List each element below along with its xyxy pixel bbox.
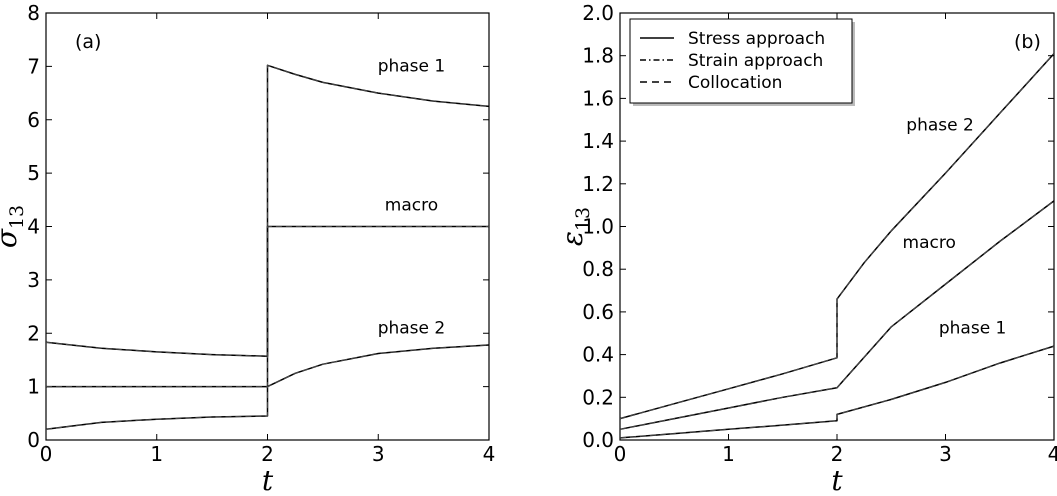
annotation-phase-1: phase 1 (939, 318, 1007, 338)
y-tick-label: 1.6 (582, 86, 614, 110)
x-tick-label: 4 (1048, 442, 1057, 466)
x-tick-label: 1 (150, 442, 163, 466)
series-line-3 (619, 345, 1055, 439)
y-tick-label: 0.6 (582, 300, 614, 324)
y-tick-label: 3 (27, 268, 40, 292)
legend-label: Stress approach (688, 29, 825, 49)
series-overlay-2 (619, 200, 1055, 430)
panel-b: 0 1 2 3 4 0.0 0.2 0.4 0.6 0.8 1.0 1.2 1.4 1.6 1.8 2.0 t ε… (556, 1, 1057, 496)
series-overlay-1 (619, 53, 1055, 419)
x-axis-title: t (831, 464, 843, 496)
y-tick-label: 2 (27, 321, 40, 345)
annotation-macro: macro (903, 233, 956, 253)
y-axis-title: σ13 (0, 205, 28, 248)
y-tick-label: 2.0 (582, 1, 614, 25)
y-axis-title: ε13 (556, 207, 594, 246)
y-tick-label: 0.8 (582, 257, 614, 281)
x-tick-label: 2 (831, 442, 844, 466)
y-tick-label: 7 (27, 54, 40, 78)
y-tick-label: 1.2 (582, 172, 614, 196)
y-tick-label: 1.0 (582, 215, 614, 239)
y-tick-label: 1.4 (582, 129, 614, 153)
y-tick-label: 6 (27, 108, 40, 132)
legend-label: Collocation (688, 73, 782, 93)
annotation-macro: macro (385, 195, 438, 215)
x-tick-label: 0 (614, 442, 627, 466)
legend-label: Strain approach (688, 51, 823, 71)
y-tick-label: 0.0 (582, 428, 614, 452)
panel-a: 0 1 2 3 4 0 1 2 3 4 5 6 7 8 t σ13 phase 1 macro phase 2 (a) (0, 1, 495, 496)
panel-tag: (a) (75, 31, 101, 53)
y-tick-label: 1 (27, 375, 40, 399)
annotation-phase-2: phase 2 (906, 115, 974, 135)
panel-tag: (b) (1014, 31, 1041, 53)
annotation-phase-2: phase 2 (378, 318, 446, 338)
y-tick-label: 0 (27, 428, 40, 452)
y-tick-label: 8 (27, 1, 40, 25)
series-line-1 (619, 53, 1055, 420)
series-overlay-3 (619, 345, 1055, 439)
series-overlay-2 (46, 226, 489, 388)
series-overlay-1 (45, 64, 490, 357)
series-overlay-3 (45, 344, 490, 430)
legend-box (629, 18, 853, 104)
y-tick-label: 1.8 (582, 44, 614, 68)
x-tick-label: 0 (40, 442, 53, 466)
x-axis-title: t (262, 464, 274, 496)
x-tick-label: 2 (261, 442, 274, 466)
x-tick-label: 3 (939, 442, 952, 466)
x-tick-label: 1 (722, 442, 735, 466)
y-tick-label: 0.2 (582, 385, 614, 409)
y-tick-label: 5 (27, 161, 40, 185)
y-tick-label: 4 (27, 215, 40, 239)
y-tick-label: 0.4 (582, 343, 614, 367)
annotation-phase-1: phase 1 (378, 57, 446, 77)
x-tick-label: 3 (372, 442, 385, 466)
x-tick-label: 4 (483, 442, 496, 466)
